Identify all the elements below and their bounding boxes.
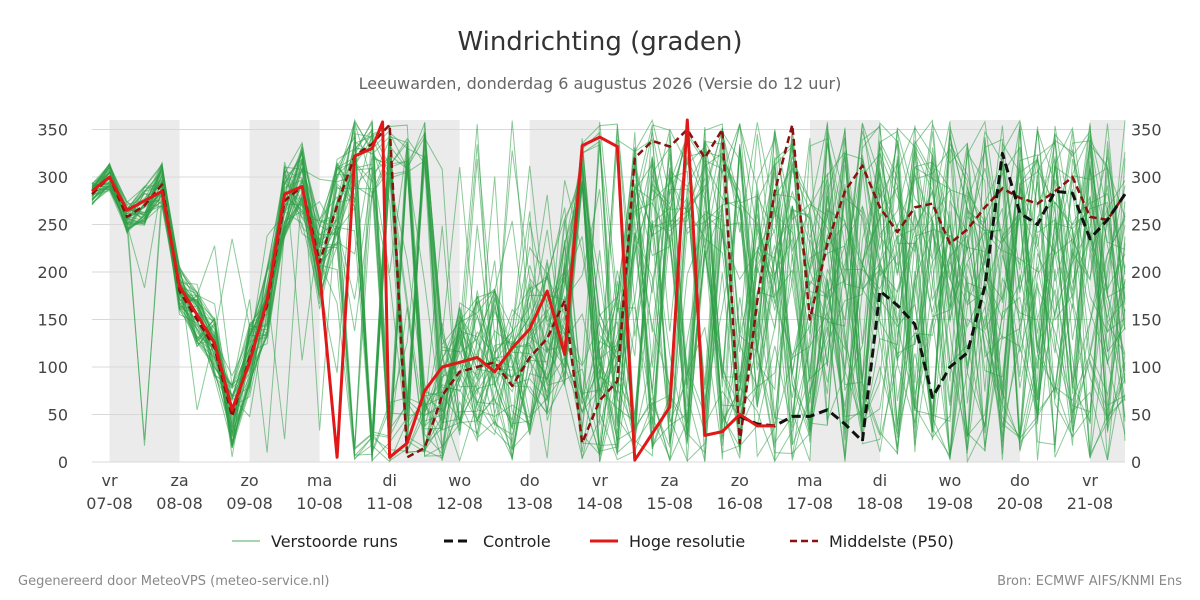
x-tick-date: 14-08 [576, 494, 623, 513]
legend: Verstoorde runs Controle Hoge resolutie … [232, 532, 954, 551]
plot-area: 0 0 50 50 100 100 150 150 200 200 250 250 300 300 350 3… [37, 118, 1162, 513]
legend-label-control: Controle [483, 532, 551, 551]
ensemble-member-line [91, 130, 1126, 459]
x-tick-weekday: za [661, 471, 679, 490]
x-tick-date: 18-08 [857, 494, 904, 513]
x-tick-date: 07-08 [86, 494, 133, 513]
x-tick-weekday: do [520, 471, 540, 490]
x-tick-date: 10-08 [296, 494, 343, 513]
y-tick-label-right: 150 [1131, 311, 1162, 330]
y-tick-label-right: 100 [1131, 358, 1162, 377]
chart-title: Windrichting (graden) [457, 27, 742, 57]
y-tick-label-left: 350 [37, 121, 68, 140]
y-tick-label-right: 350 [1131, 121, 1162, 140]
legend-label-hires: Hoge resolutie [629, 532, 745, 551]
series-line-hoge-resolutie [91, 118, 775, 462]
x-tick-date: 16-08 [717, 494, 764, 513]
footer-generator: Gegenereerd door MeteoVPS (meteo-service… [18, 574, 329, 589]
x-tick-weekday: ma [307, 471, 332, 490]
ensemble-member-line [91, 129, 1126, 462]
ensemble-member-line [91, 121, 1126, 463]
x-tick-date: 08-08 [156, 494, 203, 513]
y-tick-label-right: 200 [1131, 263, 1162, 282]
y-tick-label-left: 150 [37, 311, 68, 330]
x-tick-weekday: vr [592, 471, 608, 490]
ensemble-member-line [91, 124, 1126, 462]
x-tick-date: 17-08 [787, 494, 834, 513]
x-tick-weekday: di [382, 471, 397, 490]
y-tick-label-left: 250 [37, 216, 68, 235]
y-tick-label-right: 250 [1131, 216, 1162, 235]
x-tick-weekday: di [873, 471, 888, 490]
y-tick-label-left: 200 [37, 263, 68, 282]
y-tick-label-left: 50 [48, 406, 68, 425]
x-tick-date: 15-08 [647, 494, 694, 513]
legend-label-ensemble: Verstoorde runs [271, 532, 398, 551]
ensemble-member-line [91, 121, 1126, 462]
ensemble-member-line [91, 130, 1126, 457]
x-tick-weekday: ma [797, 471, 822, 490]
x-tick-date: 20-08 [997, 494, 1044, 513]
x-tick-weekday: vr [1082, 471, 1098, 490]
x-tick-date: 21-08 [1067, 494, 1114, 513]
x-tick-weekday: vr [101, 471, 117, 490]
x-tick-weekday: zo [731, 471, 749, 490]
chart-subtitle: Leeuwarden, donderdag 6 augustus 2026 (V… [359, 74, 842, 93]
x-tick-date: 13-08 [506, 494, 553, 513]
legend-label-median: Middelste (P50) [829, 532, 954, 551]
x-tick-weekday: zo [240, 471, 258, 490]
x-tick-weekday: za [170, 471, 188, 490]
y-tick-label-right: 0 [1131, 453, 1141, 472]
x-tick-weekday: wo [448, 471, 471, 490]
series-line-controle [739, 151, 1127, 443]
footer-source: Bron: ECMWF AIFS/KNMI Ens [997, 574, 1182, 589]
y-tick-label-left: 100 [37, 358, 68, 377]
shaded-band [109, 120, 180, 462]
y-tick-label-left: 0 [58, 453, 68, 472]
x-tick-date: 09-08 [226, 494, 273, 513]
y-tick-label-right: 300 [1131, 168, 1162, 187]
ensemble-member-line [91, 118, 1126, 460]
x-tick-weekday: wo [938, 471, 961, 490]
y-tick-label-left: 300 [37, 168, 68, 187]
y-tick-label-right: 50 [1131, 406, 1151, 425]
x-tick-date: 12-08 [436, 494, 483, 513]
x-tick-weekday: do [1010, 471, 1030, 490]
x-tick-date: 19-08 [927, 494, 974, 513]
x-tick-date: 11-08 [366, 494, 413, 513]
